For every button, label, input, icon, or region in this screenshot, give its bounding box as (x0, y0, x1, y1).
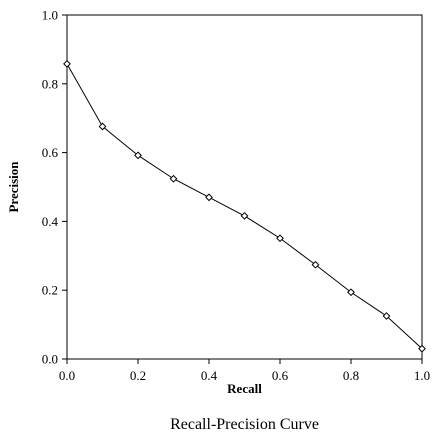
data-point-10 (418, 344, 426, 353)
y-tick-label-1: 0.2 (42, 283, 58, 298)
data-point-7 (311, 260, 320, 269)
x-tick-label-5: 1.0 (414, 368, 430, 383)
series-line (66, 63, 423, 350)
data-point-4 (205, 193, 213, 202)
chart-caption: Recall-Precision Curve (170, 416, 319, 433)
y-tick-label-0: 0.0 (42, 352, 58, 367)
x-axis-ticks: 0.0 0.2 0.4 0.6 0.8 1.0 (59, 359, 430, 383)
data-point-0 (63, 59, 71, 68)
y-axis-ticks: 0.0 0.2 0.4 0.6 0.8 1.0 (42, 8, 67, 367)
data-point-5 (240, 211, 249, 220)
data-point-8 (347, 288, 355, 297)
x-tick-label-3: 0.6 (272, 368, 289, 383)
y-axis-label: Precision (6, 161, 21, 213)
x-tick-label-2: 0.4 (201, 368, 218, 383)
x-axis-label: Recall (227, 381, 262, 396)
data-point-1 (98, 122, 107, 131)
y-tick-label-3: 0.6 (42, 145, 59, 160)
x-tick-label-0: 0.0 (59, 368, 75, 383)
precision-series (63, 59, 426, 353)
data-point-2 (134, 151, 142, 160)
data-point-3 (169, 174, 178, 183)
plot-frame (66, 14, 423, 360)
x-tick-label-4: 0.8 (343, 368, 359, 383)
data-point-9 (382, 312, 391, 320)
y-tick-label-5: 1.0 (42, 8, 58, 23)
x-tick-label-1: 0.2 (130, 368, 146, 383)
data-point-6 (276, 234, 284, 243)
y-tick-label-4: 0.8 (42, 76, 58, 91)
y-tick-label-2: 0.4 (42, 214, 59, 229)
